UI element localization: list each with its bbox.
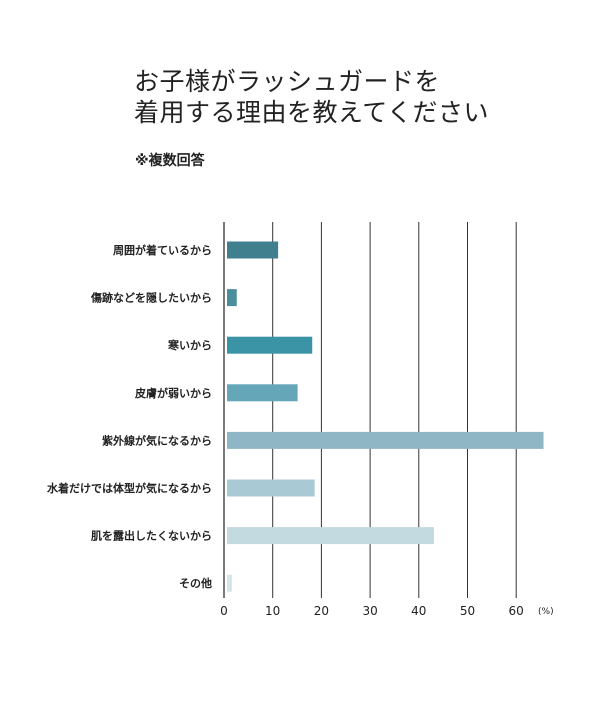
bar (227, 574, 232, 592)
bar (227, 289, 237, 307)
x-tick-label: 0 (220, 604, 228, 618)
bar (227, 336, 313, 354)
category-labels: 周囲が着ているから傷跡などを隠したいから寒いから皮膚が弱いから紫外線が気になるか… (47, 243, 212, 590)
chart-title-line-2: 着用する理由を教えてください (134, 98, 490, 127)
x-tick-label: 20 (314, 604, 329, 618)
bars (227, 241, 544, 592)
category-label: 水着だけでは体型が気になるから (47, 481, 212, 495)
category-label: 寒いから (167, 338, 212, 352)
bar (227, 527, 434, 545)
category-label: 傷跡などを隠したいから (90, 291, 212, 305)
chart-subtitle: ※複数回答 (135, 153, 205, 169)
bar (227, 431, 544, 449)
x-axis-ticks: 0 10 20 30 40 50 60 (220, 604, 524, 618)
chart-title: お子様がラッシュガードを 着用する理由を教えてください (134, 66, 489, 128)
chart-title-line-1: お子様がラッシュガードを (134, 67, 441, 96)
x-tick-label: 50 (460, 604, 475, 618)
bar (227, 241, 279, 259)
bar (227, 479, 315, 497)
category-label: 皮膚が弱いから (134, 386, 212, 400)
x-axis-unit-label: (%) (538, 607, 554, 617)
bar (227, 384, 298, 402)
x-tick-label: 40 (411, 604, 426, 618)
category-label: 紫外線が気になるから (102, 433, 212, 447)
x-tick-label: 30 (362, 604, 377, 618)
category-label: 周囲が着ているから (113, 243, 212, 257)
category-label: 肌を露出したくないから (90, 529, 212, 543)
category-label: その他 (179, 576, 212, 590)
x-tick-label: 10 (265, 604, 280, 618)
x-tick-label: 60 (509, 604, 524, 618)
